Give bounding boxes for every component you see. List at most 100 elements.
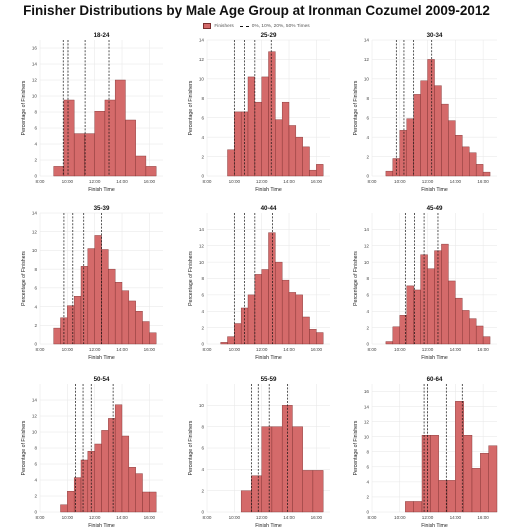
histogram-bar xyxy=(463,435,473,513)
y-tick-label: 10 xyxy=(364,260,370,265)
histogram-bar xyxy=(67,305,75,345)
x-tick-label: 14:00 xyxy=(283,347,295,352)
histogram-bar xyxy=(309,329,317,345)
y-tick-label: 2 xyxy=(366,495,369,500)
y-axis-label: Percentage of Finishers xyxy=(353,80,359,135)
histogram-bar xyxy=(227,149,235,177)
panel-title: 40-44 xyxy=(261,205,277,212)
histogram-bar xyxy=(302,146,310,177)
panel-title: 30-34 xyxy=(427,32,443,39)
y-tick-label: 2 xyxy=(201,488,204,493)
y-tick-label: 2 xyxy=(34,494,37,499)
x-axis-label: Finish Time xyxy=(421,523,448,529)
y-tick-label: 6 xyxy=(34,126,37,131)
x-axis-label: Finish Time xyxy=(88,523,115,529)
histogram-bar xyxy=(399,130,407,177)
histogram-bar xyxy=(108,268,116,345)
y-axis-label: Percentage of Finishers xyxy=(188,80,194,135)
histogram-bar xyxy=(149,332,157,345)
histogram-bar xyxy=(475,164,484,177)
x-tick-label: 14:00 xyxy=(283,515,295,520)
y-tick-label: 10 xyxy=(364,77,370,82)
x-axis-label: Finish Time xyxy=(255,523,282,529)
histogram-bar xyxy=(84,133,95,177)
y-tick-label: 12 xyxy=(32,414,38,419)
y-tick-label: 6 xyxy=(201,293,204,298)
x-axis-label: Finish Time xyxy=(88,187,115,193)
histogram-bar xyxy=(441,243,449,345)
y-tick-label: 14 xyxy=(32,62,38,67)
x-tick-label: 10:00 xyxy=(229,515,241,520)
histogram-bar xyxy=(254,101,262,177)
x-tick-label: 10:00 xyxy=(394,347,406,352)
y-tick-label: 12 xyxy=(199,243,205,248)
histogram-bar xyxy=(80,459,89,513)
y-tick-label: 6 xyxy=(34,286,37,291)
histogram-bar xyxy=(385,170,394,177)
y-axis-label: Percentage of Finishers xyxy=(188,420,194,475)
panel-title: 25-29 xyxy=(261,32,277,39)
histogram-bar xyxy=(73,133,85,177)
y-tick-label: 6 xyxy=(366,465,369,470)
histogram-bar xyxy=(261,76,269,177)
y-tick-label: 6 xyxy=(201,115,204,120)
y-tick-label: 2 xyxy=(366,325,369,330)
x-tick-label: 16:00 xyxy=(144,347,156,352)
x-axis-label: Finish Time xyxy=(421,355,448,361)
histogram-bar xyxy=(488,445,498,513)
x-tick-label: 10:00 xyxy=(62,347,74,352)
x-tick-label: 10:00 xyxy=(62,515,74,520)
x-tick-label: 12:00 xyxy=(89,179,101,184)
histogram-bar xyxy=(295,294,303,345)
x-tick-label: 14:00 xyxy=(450,515,462,520)
histogram-bar xyxy=(455,297,463,345)
histogram-bar xyxy=(434,85,442,177)
histogram-bar xyxy=(275,261,283,345)
histogram-bar xyxy=(128,300,136,345)
histogram-bar xyxy=(101,430,109,513)
histogram-bar xyxy=(67,491,75,513)
histogram-bar xyxy=(142,491,150,513)
y-axis-label: Percentage of Finishers xyxy=(21,420,27,475)
histogram-bar xyxy=(405,501,414,513)
histogram-bar xyxy=(448,280,456,345)
y-axis-label: Percentage of Finishers xyxy=(353,251,359,306)
y-tick-label: 8 xyxy=(34,446,37,451)
x-tick-label: 14:00 xyxy=(450,347,462,352)
y-tick-label: 12 xyxy=(364,419,370,424)
x-tick-label: 12:00 xyxy=(256,515,268,520)
x-tick-label: 10:00 xyxy=(394,515,406,520)
x-tick-label: 12:00 xyxy=(256,347,268,352)
histogram-bar xyxy=(406,285,414,345)
x-tick-label: 8:00 xyxy=(203,179,212,184)
histogram-bar xyxy=(316,332,324,345)
y-axis-label: Percentage of Finishers xyxy=(21,251,27,306)
x-tick-label: 8:00 xyxy=(36,347,45,352)
y-tick-label: 0 xyxy=(366,342,369,347)
y-axis-label: Percentage of Finishers xyxy=(353,420,359,475)
y-tick-label: 14 xyxy=(364,38,370,43)
histogram-bar xyxy=(480,453,489,513)
x-tick-label: 8:00 xyxy=(36,515,45,520)
x-tick-label: 14:00 xyxy=(116,179,128,184)
y-tick-label: 2 xyxy=(201,154,204,159)
x-tick-label: 12:00 xyxy=(422,179,434,184)
histogram-bar xyxy=(413,501,423,513)
y-tick-label: 14 xyxy=(32,211,38,216)
histogram-bar xyxy=(80,266,89,345)
y-tick-label: 10 xyxy=(199,77,205,82)
x-axis-label: Finish Time xyxy=(255,187,282,193)
y-tick-label: 0 xyxy=(34,174,37,179)
histogram-bar xyxy=(121,435,130,513)
histogram-bar xyxy=(413,94,421,177)
y-tick-label: 4 xyxy=(34,478,37,483)
y-tick-label: 10 xyxy=(199,260,205,265)
histogram-bar xyxy=(234,323,242,345)
chart-title: Finisher Distributions by Male Age Group… xyxy=(23,3,490,18)
histogram-bar xyxy=(60,504,68,513)
histogram-bar xyxy=(406,118,414,177)
histogram-bar xyxy=(53,166,65,177)
histogram-bar xyxy=(471,468,481,513)
panel-title: 18-24 xyxy=(94,32,110,39)
